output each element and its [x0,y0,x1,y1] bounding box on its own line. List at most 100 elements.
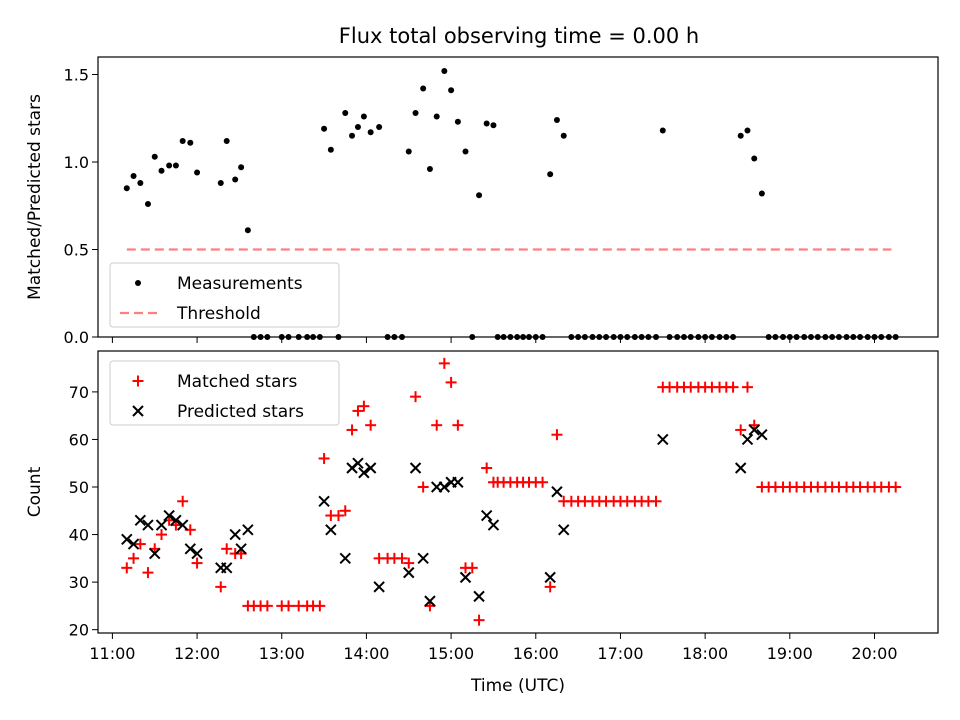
data-point [229,528,241,541]
data-point [487,519,500,531]
data-point-stroke [473,590,485,603]
data-point [155,519,168,531]
data-point [235,543,247,555]
series-predicted-stars [121,424,768,607]
data-point [232,176,239,183]
data-point [737,132,744,139]
data-point [283,600,295,612]
data-point [560,132,567,139]
data-point [166,162,173,169]
data-point [339,552,351,565]
data-point [177,495,189,507]
data-point [123,185,130,192]
data-point [121,562,133,574]
data-point [325,524,337,536]
data-point [149,547,161,560]
data-point [424,595,436,607]
y-axis-label: Matched/Predicted stars [25,94,45,300]
data-point [403,566,415,579]
data-point [217,180,224,186]
data-point-stroke [325,524,337,536]
data-point [172,162,179,169]
data-point [191,557,203,569]
data-point [405,148,412,155]
data-point [410,391,422,403]
data-point-stroke [417,552,429,565]
data-point-stroke [127,538,140,550]
data-point [445,376,457,388]
data-point [734,462,747,474]
data-point-stroke [318,495,330,507]
data-point [134,538,146,550]
data-point [744,127,751,134]
data-point [417,481,429,493]
legend-label: Measurements [177,274,303,294]
y-tick-label: 1.0 [64,153,89,172]
x-tick-label: 13:00 [259,644,305,663]
data-point [358,400,370,412]
data-point-stroke [487,519,500,531]
data-point [431,419,443,431]
data-point [741,433,754,446]
legend: Measurements Threshold [109,262,340,328]
data-point [758,190,765,197]
x-tick-label: 17:00 [597,644,643,663]
data-point [352,405,364,417]
data-point [483,120,490,127]
data-point [261,600,273,612]
data-point [409,462,422,474]
data-point-stroke [748,424,760,436]
data-point-stroke [459,571,472,584]
data-point [551,486,563,498]
data-point-stroke [403,566,415,579]
legend-label: Threshold [176,304,261,324]
data-point-stroke [235,543,247,555]
data-point [373,581,385,593]
data-point [142,567,154,579]
data-point [134,514,147,527]
data-point [318,495,330,507]
data-point [420,85,427,92]
y-tick-label: 40 [69,526,89,545]
data-point-stroke [358,467,370,479]
data-point [364,462,377,474]
data-point [376,124,383,130]
data-point [735,424,747,436]
data-point [176,519,189,531]
y-tick-label: 0.5 [64,241,89,260]
data-point [727,381,739,393]
data-point-stroke [155,519,168,531]
data-point-stroke [741,433,754,446]
data-point [332,510,344,522]
data-point [349,132,356,139]
data-point [158,167,165,174]
data-point-stroke [480,509,493,522]
data-point-stroke [409,462,422,474]
data-point-stroke [176,519,189,531]
x-tick-label: 20:00 [851,644,897,663]
data-point [142,519,154,531]
data-point [473,590,485,603]
data-point [741,381,753,393]
legend-marker [132,375,144,387]
legend-label: Predicted stars [177,402,304,422]
data-point [448,87,455,94]
data-point-stroke [657,433,669,446]
data-point [452,476,464,488]
data-point [403,557,415,569]
data-point-stroke [163,509,175,522]
data-point [367,129,374,136]
data-point [438,481,451,493]
data-point [137,180,144,186]
data-point [476,192,483,199]
legend-marker [135,280,141,286]
data-point-stroke [364,462,377,474]
data-point [121,533,133,546]
y-axis-label: Count [25,466,45,517]
data-point [130,173,137,179]
data-point [756,428,768,441]
data-point-stroke [121,533,133,546]
y-tick-label: 30 [69,573,89,592]
data-point [127,538,140,550]
